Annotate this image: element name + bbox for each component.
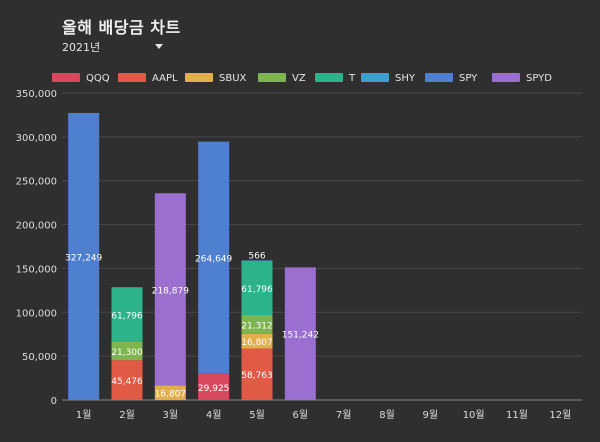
bar-aapl[interactable] xyxy=(111,360,143,400)
legend-label: T xyxy=(348,73,356,84)
legend-item-spyd[interactable]: SPYD xyxy=(492,73,552,84)
legend-label: QQQ xyxy=(86,73,110,84)
data-label: 16,807 xyxy=(241,338,273,348)
bar-spyd[interactable] xyxy=(284,267,316,400)
legend-swatch xyxy=(425,73,453,82)
legend-swatch xyxy=(315,73,343,82)
data-label: 16,807 xyxy=(155,390,187,400)
data-label: 327,249 xyxy=(65,253,102,263)
chevron-down-icon xyxy=(155,44,163,49)
bar-t[interactable] xyxy=(241,260,273,316)
bar-spyd[interactable] xyxy=(154,193,186,386)
data-label: 58,763 xyxy=(241,371,273,381)
legend-item-shy[interactable]: SHY xyxy=(361,73,416,84)
x-tick-label: 3월 xyxy=(163,409,179,421)
legend-swatch xyxy=(185,73,213,82)
x-tick-label: 1월 xyxy=(76,409,92,421)
bar-aapl[interactable] xyxy=(241,348,273,400)
x-tick-label: 4월 xyxy=(206,409,222,421)
y-tick-label: 200,000 xyxy=(16,221,57,232)
x-tick-label: 2월 xyxy=(119,409,135,421)
x-tick-label: 12월 xyxy=(549,409,571,421)
x-tick-label: 8월 xyxy=(379,409,395,421)
data-label: 61,796 xyxy=(241,285,273,295)
x-tick-label: 5월 xyxy=(249,409,265,421)
y-tick-label: 250,000 xyxy=(16,177,57,188)
data-label: 21,300 xyxy=(111,348,143,358)
legend-label: SPYD xyxy=(526,73,552,84)
bar-vz[interactable] xyxy=(241,315,273,334)
data-label: 151,242 xyxy=(282,331,319,341)
data-label: 61,796 xyxy=(111,311,143,321)
data-label: 21,312 xyxy=(241,321,273,331)
chart-legend: QQQ AAPL SBUX VZ T SHY SPY SPYD xyxy=(52,73,552,84)
y-tick-label: 150,000 xyxy=(16,264,57,275)
x-tick-label: 10월 xyxy=(463,409,485,421)
legend-item-qqq[interactable]: QQQ xyxy=(52,73,110,84)
chart-grid xyxy=(62,92,582,401)
data-label: 218,879 xyxy=(152,286,189,296)
bar-shy[interactable] xyxy=(241,260,273,261)
y-tick-label: 0 xyxy=(51,396,57,407)
bar-spy[interactable] xyxy=(198,141,230,374)
x-tick-label: 7월 xyxy=(336,409,352,421)
bar-sbux[interactable] xyxy=(154,385,186,400)
legend-swatch xyxy=(52,73,80,82)
legend-item-aapl[interactable]: AAPL xyxy=(118,73,178,84)
legend-label: VZ xyxy=(292,73,306,84)
legend-item-t[interactable]: T xyxy=(315,73,356,84)
year-select-value: 2021년 xyxy=(62,41,101,54)
bar-spy[interactable] xyxy=(68,112,100,401)
data-label: 566 xyxy=(248,251,265,261)
legend-swatch xyxy=(361,73,389,82)
legend-label: SBUX xyxy=(219,73,247,84)
legend-swatch xyxy=(492,73,520,82)
y-axis-labels: 0 50,000 100,000 150,000 200,000 250,000 300,0… xyxy=(16,89,57,407)
y-tick-label: 350,000 xyxy=(16,89,57,100)
bar-qqq[interactable] xyxy=(198,373,230,400)
bar-t[interactable] xyxy=(111,287,143,342)
year-select[interactable]: 2021년 xyxy=(62,39,164,57)
legend-item-vz[interactable]: VZ xyxy=(258,73,306,84)
chart-bars xyxy=(68,112,316,401)
chart-title: 올해 배당금 차트 xyxy=(62,18,181,37)
x-tick-label: 9월 xyxy=(423,409,439,421)
legend-item-spy[interactable]: SPY xyxy=(425,73,478,84)
x-tick-label: 11월 xyxy=(506,409,528,421)
y-tick-label: 50,000 xyxy=(22,352,57,363)
y-tick-label: 300,000 xyxy=(16,133,57,144)
x-tick-label: 6월 xyxy=(293,409,309,421)
data-label: 264,649 xyxy=(195,255,232,265)
legend-swatch xyxy=(258,73,286,82)
legend-label: AAPL xyxy=(152,73,178,84)
data-labels: 327,249 45,476 21,300 61,796 16,807 218,879 29… xyxy=(65,251,319,399)
legend-label: SPY xyxy=(459,73,478,84)
legend-item-sbux[interactable]: SBUX xyxy=(185,73,247,84)
x-axis-labels: 1월 2월 3월 4월 5월 6월 7월 8월 9월 10월 11월 12월 xyxy=(76,409,571,421)
y-tick-label: 100,000 xyxy=(16,308,57,319)
bar-sbux[interactable] xyxy=(241,333,273,349)
data-label: 45,476 xyxy=(111,377,143,387)
data-label: 29,925 xyxy=(198,384,230,394)
bar-vz[interactable] xyxy=(111,341,143,361)
legend-swatch xyxy=(118,73,146,82)
legend-label: SHY xyxy=(395,73,416,84)
